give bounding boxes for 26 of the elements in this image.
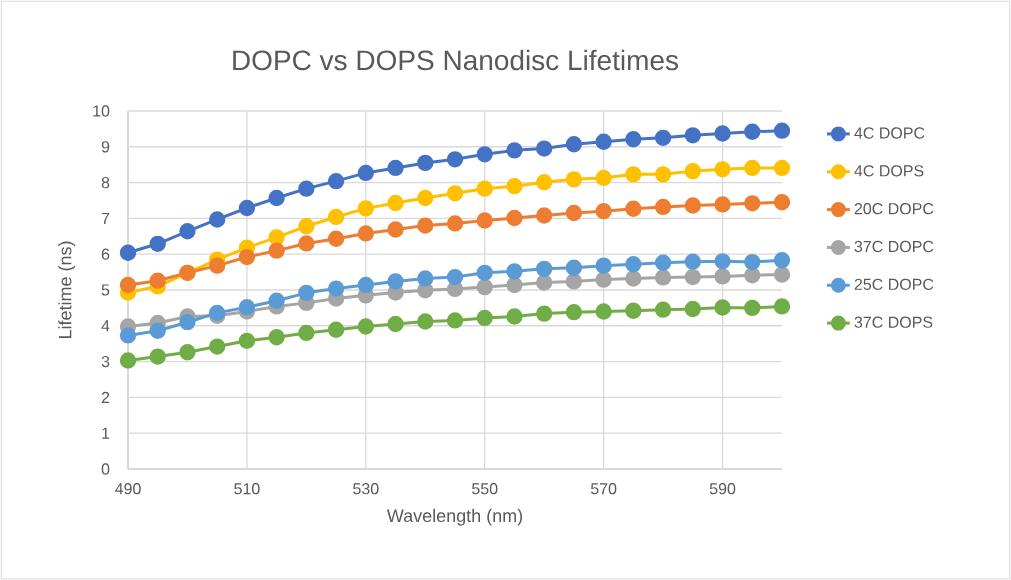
x-tick-label: 590 xyxy=(709,483,736,495)
y-tick-label: 0 xyxy=(101,463,110,475)
x-axis-title: Wavelength (nm) xyxy=(386,508,523,526)
x-tick-label: 510 xyxy=(234,483,260,495)
x-tick-label: 490 xyxy=(115,483,141,495)
x-tick-label: 550 xyxy=(472,483,498,495)
y-axis-title: Lifetime (ns) xyxy=(58,241,75,339)
y-tick-label: 2 xyxy=(101,391,110,403)
legend-label: 37C DOPC xyxy=(854,240,934,253)
legend-label: 20C DOPC xyxy=(854,203,934,215)
y-tick-label: 8 xyxy=(101,176,110,189)
y-tick-label: 9 xyxy=(101,141,110,153)
x-tick-label: 530 xyxy=(353,483,379,495)
y-tick-label: 10 xyxy=(93,105,110,117)
legend-label: 4C DOPS xyxy=(854,165,924,177)
y-tick-label: 7 xyxy=(101,212,110,224)
y-tick-label: 4 xyxy=(101,320,110,332)
legend-label: 4C DOPC xyxy=(854,127,925,139)
y-tick-label: 5 xyxy=(101,284,110,296)
chart-title: DOPC vs DOPS Nanodisc Lifetimes xyxy=(233,49,678,71)
legend-label: 37C DOPS xyxy=(854,316,933,328)
y-tick-label: 3 xyxy=(101,355,110,368)
x-tick-label: 570 xyxy=(590,483,617,495)
y-tick-label: 1 xyxy=(102,427,110,439)
y-tick-label: 6 xyxy=(101,248,110,260)
legend-label: 25C DOPC xyxy=(854,278,934,290)
